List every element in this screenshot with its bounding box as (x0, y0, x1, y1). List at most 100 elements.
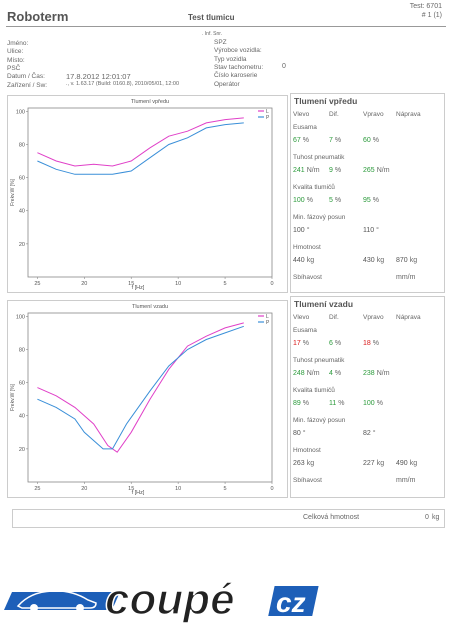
series-line (37, 322, 244, 453)
y-tick-label: 40 (19, 414, 25, 420)
cell-value: 9 (329, 167, 333, 174)
header-rule (6, 26, 446, 27)
cell-value: 17 (293, 340, 301, 347)
cell: 80 ° (293, 430, 306, 437)
cell-unit: % (334, 137, 342, 144)
cell: 95% (363, 197, 379, 204)
cell-unit: % (376, 400, 383, 407)
doc-title: Test tlumicu (188, 13, 235, 22)
y-tick-label: 80 (19, 142, 25, 148)
cell-unit: % (334, 340, 342, 347)
x-tick-label: 20 (81, 486, 87, 492)
info-value: 17.8.2012 12:01:07 (66, 72, 131, 82)
cell-value: 82 (363, 430, 371, 437)
cell-value: 67 (293, 137, 301, 144)
y-tick-label: 80 (19, 347, 25, 353)
y-tick-label: 20 (19, 447, 25, 453)
series-line (37, 325, 244, 450)
cell-unit: % (338, 400, 345, 407)
row-label: Sbíhavost (293, 274, 322, 281)
cell-unit: % (334, 370, 342, 377)
row-label: Hmotnost (293, 447, 321, 454)
cell-value: 100 (293, 227, 305, 234)
panel-title: Tlumení vpředu (294, 96, 358, 106)
cell: 7% (329, 137, 341, 144)
info-label: PSČ (7, 64, 21, 72)
panel-title: Tlumení vzadu (294, 299, 354, 309)
logo-box (268, 586, 319, 616)
cell-unit: % (372, 137, 380, 144)
cell-value: 100 (363, 400, 375, 407)
cell-value: 110 (363, 227, 375, 234)
brand: Roboterm (7, 9, 69, 24)
cell: 18% (363, 340, 379, 347)
cell-unit: N/m (376, 370, 390, 377)
cell-unit: % (372, 340, 380, 347)
cell-unit: % (302, 400, 310, 407)
row-label: Tuhost pneumatik (293, 357, 345, 364)
row-label: Hmotnost (293, 244, 321, 251)
cell: 227 kg (363, 460, 384, 467)
cell-unit: % (302, 137, 310, 144)
info-value: 0 (282, 62, 286, 70)
x-tick-label: 5 (224, 281, 227, 287)
cell-value: 95 (363, 197, 371, 204)
y-tick-label: 40 (19, 209, 25, 215)
column-header: Náprava (396, 314, 421, 321)
logo: coupé cz (4, 574, 319, 625)
series-line (37, 117, 244, 167)
cell: mm/m (396, 274, 415, 281)
row-label: Sbíhavost (293, 477, 322, 484)
chart: Tlumení vzadu Frekv.W [%] f [Hz] 20 40 60 80 10… (10, 304, 274, 496)
y-axis-label: Frekv.W [%] (10, 383, 16, 410)
cell-unit: N/m (376, 167, 390, 174)
cell-unit: % (334, 167, 342, 174)
cell-unit: % (372, 197, 380, 204)
cell: 248 N/m (293, 370, 320, 377)
cell-unit: kg (306, 257, 315, 264)
cell-unit: % (306, 197, 313, 204)
column-header: Dif. (329, 111, 339, 118)
cell-value: 5 (329, 197, 333, 204)
cell-value: 89 (293, 400, 301, 407)
cell-unit: ° (302, 430, 306, 437)
info-label: SPZ (214, 39, 227, 46)
total-label: Celková hmotnost (303, 514, 360, 521)
cell: 100% (293, 197, 313, 204)
info-label: Ulice: (7, 48, 24, 56)
logo-suffix: cz (276, 587, 306, 618)
cell: 60% (363, 137, 379, 144)
chart-title: Tlumení vpředu (131, 99, 169, 105)
cell: 100 ° (293, 227, 310, 234)
cell-value: 4 (329, 370, 333, 377)
info-label: Jméno: (7, 40, 29, 47)
page-number: # 1 (1) (421, 12, 442, 19)
cell: 241 N/m (293, 167, 320, 174)
chart: Tlumení vpředu Frekv.W [%] f [Hz] 20 40 60 80 1… (10, 99, 274, 291)
x-tick-label: 10 (175, 486, 181, 492)
x-tick-label: 0 (270, 281, 273, 287)
total-unit: kg (432, 514, 440, 521)
cell: 430 kg (363, 257, 384, 264)
cell: 67% (293, 137, 309, 144)
y-tick-label: 100 (16, 109, 25, 115)
cell-value: 263 (293, 460, 305, 467)
legend-label: L (266, 109, 269, 115)
column-header: Náprava (396, 111, 421, 118)
cell-value: 6 (329, 340, 333, 347)
cell-value: 870 (396, 257, 408, 264)
logo-car (16, 590, 97, 609)
info-label: Číslo karoserie (214, 72, 258, 80)
cell-unit: kg (409, 257, 418, 264)
legend-label: P (266, 320, 270, 326)
x-tick-label: 15 (128, 486, 134, 492)
cell-value: 430 (363, 257, 375, 264)
cell-value: 238 (363, 370, 375, 377)
x-tick-label: 5 (224, 486, 227, 492)
x-tick-label: 10 (175, 281, 181, 287)
cell: 263 kg (293, 460, 314, 467)
y-axis-label: Frekv.W [%] (10, 178, 16, 205)
cell-value: 265 (363, 167, 375, 174)
cell-unit: % (334, 197, 342, 204)
